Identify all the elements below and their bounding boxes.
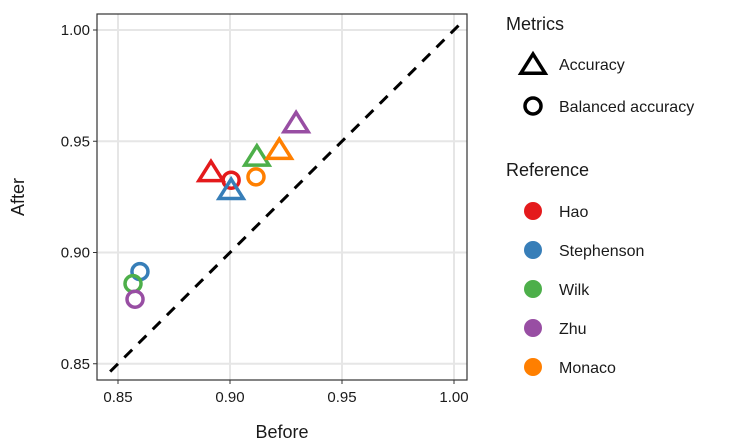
point-monaco-balanced-accuracy (246, 167, 266, 187)
y-tick-label: 0.95 (61, 133, 90, 150)
y-tick-label: 1.00 (61, 22, 90, 39)
legend-color-swatch (524, 202, 542, 220)
point-zhu-balanced-accuracy (125, 289, 145, 309)
x-tick-label: 0.85 (103, 389, 132, 406)
point-hao-accuracy (195, 158, 227, 183)
point-zhu-accuracy (280, 109, 312, 134)
legend-color-swatch (524, 241, 542, 259)
x-axis-label: Before (255, 422, 308, 442)
legend-circle-icon (523, 96, 543, 116)
legend-color-swatch (524, 319, 542, 337)
legend-label: Accuracy (559, 57, 625, 74)
legend-title-reference: Reference (506, 160, 589, 180)
legend-label: Hao (559, 204, 588, 221)
point-hao-balanced-accuracy (221, 170, 241, 190)
point-wilk-accuracy (241, 142, 273, 167)
x-tick-label: 0.90 (215, 389, 244, 406)
plot-background (97, 14, 467, 380)
legend-color-swatch (524, 280, 542, 298)
x-tick-label: 1.00 (439, 389, 468, 406)
legend-triangle-icon (517, 50, 549, 75)
legend-label: Zhu (559, 321, 587, 338)
legend-title-metrics: Metrics (506, 14, 564, 34)
identity-line (109, 23, 461, 373)
y-axis-label: After (8, 178, 28, 216)
legend-label: Stephenson (559, 243, 644, 260)
legend-label: Balanced accuracy (559, 99, 694, 116)
legend-label: Wilk (559, 282, 590, 299)
legend-label: Monaco (559, 360, 616, 377)
legend-color-swatch (524, 358, 542, 376)
y-tick-label: 0.90 (61, 245, 90, 262)
plot-border (96, 13, 468, 381)
point-stephenson-accuracy (215, 175, 247, 201)
y-tick-label: 0.85 (61, 356, 90, 373)
point-monaco-accuracy (264, 135, 295, 161)
x-tick-label: 0.95 (327, 389, 356, 406)
